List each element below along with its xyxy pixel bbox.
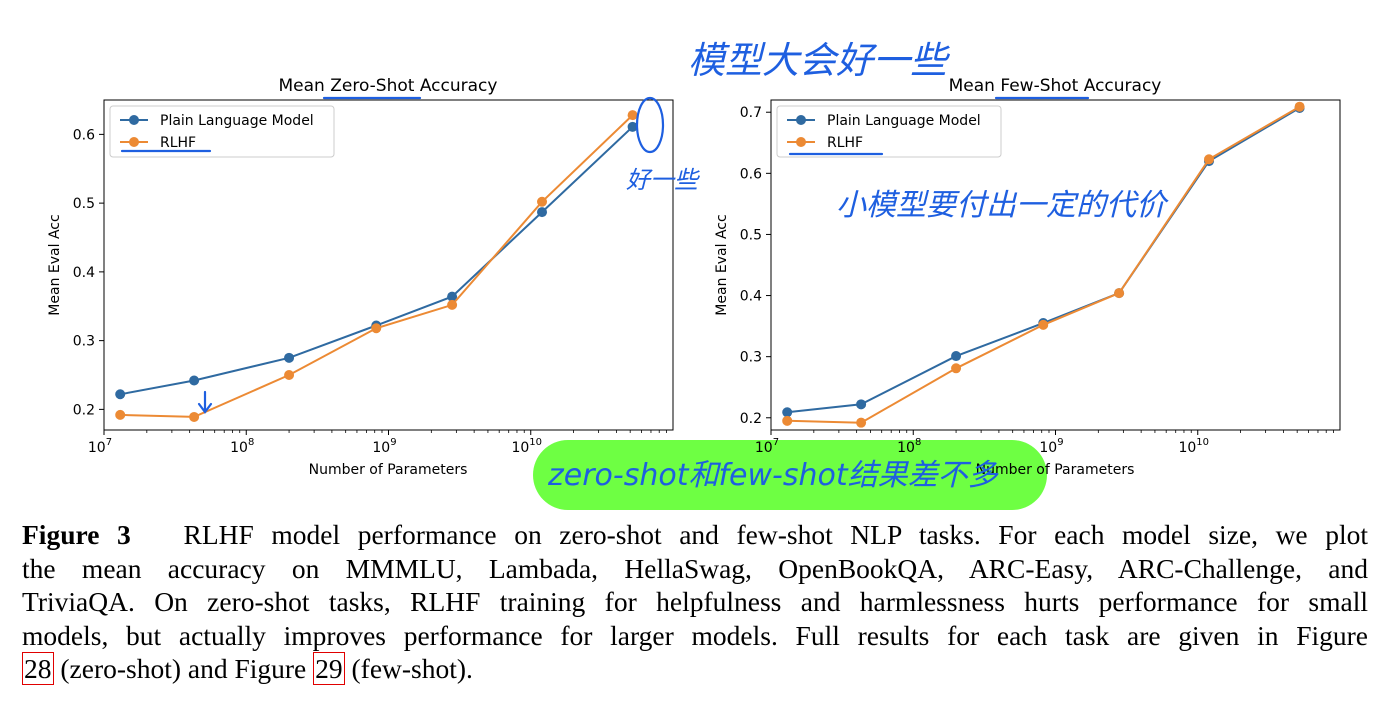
data-point (284, 370, 295, 380)
x-tick-label: 109 (372, 437, 396, 456)
data-point (1114, 288, 1125, 299)
data-point (951, 363, 962, 374)
legend-label: Plain Language Model (827, 113, 981, 129)
x-tick-label: 1010 (511, 437, 542, 456)
small-model-note: 小模型要付出一定的代价 (836, 188, 1166, 223)
caption-mid: (zero-shot) and Figure (60, 653, 307, 684)
down-arrow (197, 390, 213, 414)
data-point (115, 409, 126, 420)
legend-label: Plain Language Model (160, 113, 314, 129)
zero-shot-chart: Mean Zero-Shot Accuracy Mean Eval Acc Nu… (47, 76, 674, 478)
x-tick-label: 109 (1039, 437, 1063, 456)
data-point (782, 407, 793, 418)
data-point (856, 417, 867, 428)
peak-note: 好一些 (626, 166, 698, 194)
top-note: 模型大会好一些 (688, 39, 947, 82)
few-shot-chart: Mean Few-Shot Accuracy Mean Eval Acc Num… (714, 76, 1341, 478)
chart-title: Mean Few-Shot Accuracy (949, 76, 1162, 96)
plot-area: 0.2 0.3 0.4 0.5 0.6 0.7 107 108 109 1010 Plain Lan… (740, 99, 1341, 456)
data-point (951, 351, 962, 362)
data-point (447, 291, 458, 302)
legend-swatch-marker (129, 137, 139, 147)
legend-box (776, 105, 1002, 158)
x-tick-label: 1010 (1178, 437, 1209, 456)
figure-caption: Figure 3 RLHF model performance on zero-… (22, 518, 1368, 686)
y-tick-label: 0.2 (73, 402, 95, 418)
legend-swatch-marker (796, 115, 806, 125)
y-tick-label: 0.3 (740, 350, 762, 366)
data-point (189, 375, 200, 386)
data-point (537, 196, 548, 207)
series-line-plain-lm (120, 126, 634, 396)
highlight-note: zero-shot和few-shot结果差不多 (548, 458, 998, 493)
figure-label: Figure 3 (22, 519, 131, 550)
y-tick-label: 0.7 (740, 105, 762, 121)
data-point (284, 352, 295, 363)
caption-line-5: 28 (zero-shot) and Figure 29 (few-shot). (22, 652, 1368, 686)
y-tick-label: 0.5 (740, 227, 762, 243)
caption-line-2: the mean accuracy on MMMLU, Lambada, Hel… (22, 552, 1368, 584)
data-point (115, 389, 126, 400)
legend-box (109, 105, 335, 158)
y-tick-label: 0.4 (73, 265, 95, 281)
highlighter-band (533, 440, 1047, 510)
data-point (1294, 101, 1305, 112)
series-line-rlhf (120, 114, 634, 418)
data-point (447, 299, 458, 310)
y-tick-label: 0.4 (740, 289, 762, 305)
caption-line-1: Figure 3 RLHF model performance on zero-… (22, 518, 1368, 552)
legend-swatch-marker (129, 115, 139, 125)
x-tick-label: 107 (88, 437, 112, 456)
figure-ref-29[interactable]: 29 (313, 652, 345, 685)
data-point (371, 323, 382, 334)
x-tick-label: 107 (755, 437, 779, 456)
x-axis-label: Number of Parameters (309, 462, 468, 478)
data-point (856, 399, 867, 410)
y-tick-label: 0.6 (73, 127, 95, 143)
x-axis-label: Number of Parameters (976, 462, 1135, 478)
y-axis-label: Mean Eval Acc (714, 214, 730, 315)
y-tick-label: 0.2 (740, 411, 762, 427)
plot-area: 0.2 0.3 0.4 0.5 0.6 107 108 109 1010 Plain Langua… (73, 99, 674, 456)
x-tick-label: 108 (230, 437, 254, 456)
data-point (627, 121, 638, 132)
y-tick-label: 0.6 (740, 166, 762, 182)
y-tick-label: 0.5 (73, 196, 95, 212)
x-tick-label: 108 (897, 437, 921, 456)
caption-line-4: models, but actually improves performanc… (22, 619, 1368, 651)
legend-label: RLHF (827, 135, 863, 151)
legend-label: RLHF (160, 135, 196, 151)
chart-title: Mean Zero-Shot Accuracy (279, 76, 498, 96)
peak-circle (635, 96, 665, 154)
y-axis-label: Mean Eval Acc (47, 214, 63, 315)
figure-ref-28[interactable]: 28 (22, 652, 54, 685)
caption-end: (few-shot). (351, 653, 473, 684)
caption-text-1: RLHF model performance on zero-shot and … (183, 519, 1369, 550)
data-point (1204, 154, 1215, 165)
pen-marks (120, 96, 1090, 414)
data-point (1038, 319, 1049, 330)
y-tick-label: 0.3 (73, 334, 95, 350)
legend-swatch-marker (796, 137, 806, 147)
caption-line-3: TriviaQA. On zero-shot tasks, RLHF train… (22, 586, 1368, 617)
data-point (537, 207, 548, 218)
data-point (627, 110, 638, 121)
data-point (189, 411, 200, 422)
data-point (782, 415, 793, 426)
